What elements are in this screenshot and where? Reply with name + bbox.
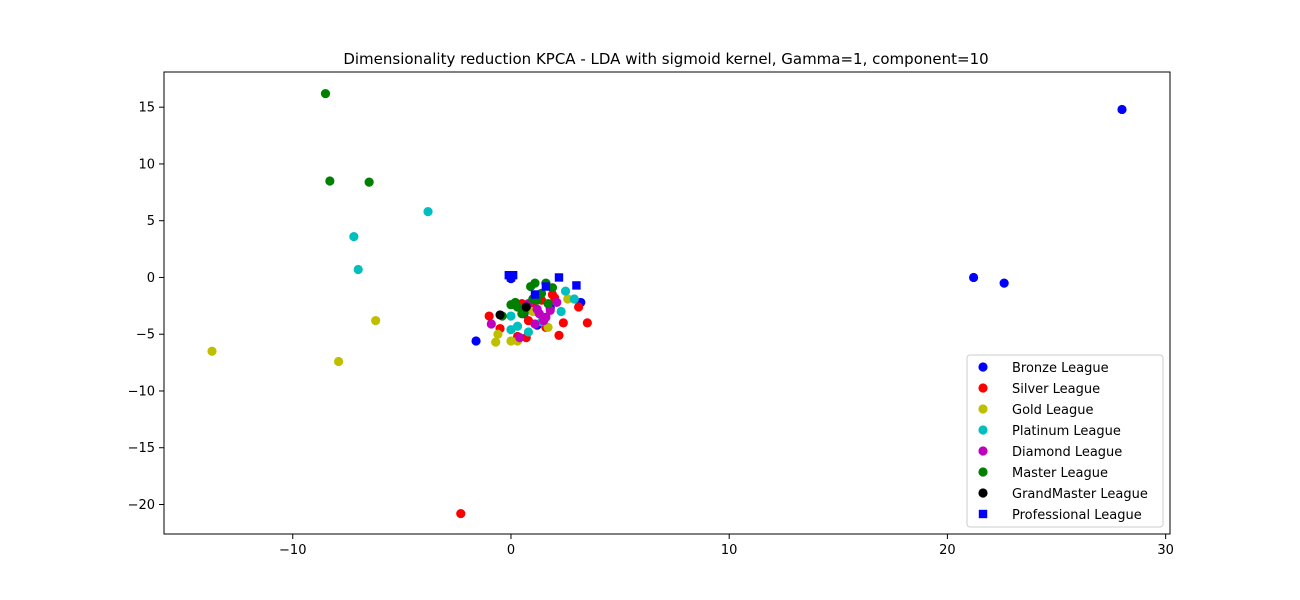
gold-league-point-3: [491, 337, 501, 347]
legend-marker-gold-league: [978, 404, 988, 414]
master-league-point-13: [517, 309, 527, 319]
legend-marker-platinum-league: [978, 425, 988, 435]
platinum-league-point-7: [556, 306, 566, 317]
silver-league-point-12: [582, 318, 592, 328]
x-tick-label-4: 30: [1157, 543, 1174, 558]
gold-league-point-2: [371, 315, 381, 326]
platinum-league-point-8: [560, 286, 571, 296]
platinum-league-point-0: [423, 207, 433, 217]
axis-ticks: −10 0 10 20 30 15 10 5 0 −5 −10 −15 −20: [128, 101, 1174, 558]
legend-label-professional-league: Professional League: [1012, 508, 1142, 523]
legend-box: [966, 354, 1164, 528]
bronze-league-point-3: [471, 336, 481, 346]
platinum-league-point-10: [506, 311, 516, 321]
y-tick-label-6: −15: [128, 441, 155, 456]
x-tick-label-3: 20: [939, 543, 956, 558]
legend-label-platinum-league: Platinum League: [1012, 424, 1121, 439]
y-tick-label-3: 0: [147, 271, 155, 286]
legend-marker-silver-league: [978, 383, 988, 393]
gold-league-point-0: [207, 346, 217, 356]
diamond-league-point-2: [530, 319, 540, 329]
legend-label-bronze-league: Bronze League: [1012, 361, 1109, 376]
master-league-point-10: [536, 288, 547, 298]
y-tick-label-5: −10: [128, 384, 155, 399]
master-league-point-1: [325, 176, 335, 186]
x-tick-label-1: 0: [507, 543, 515, 558]
plot-area-frame: [163, 71, 1171, 535]
y-tick-label-2: 5: [147, 214, 155, 229]
master-league-point-16: [510, 297, 520, 308]
professional-league-point-3: [530, 290, 540, 299]
gold-league-point-5: [506, 336, 516, 346]
bronze-league-point-1: [969, 272, 979, 283]
diamond-league-point-7: [532, 304, 542, 314]
master-league-point-2: [364, 177, 374, 187]
bronze-league-point-0: [1117, 104, 1127, 115]
platinum-league-point-4: [512, 321, 523, 331]
professional-league-point-4: [541, 282, 551, 291]
silver-league-point-9: [554, 330, 564, 340]
grandmaster-league-point-0: [495, 310, 505, 320]
bronze-league-point-2: [999, 278, 1009, 288]
diamond-league-point-8: [539, 315, 549, 326]
silver-league-point-0: [456, 508, 466, 519]
diamond-league-point-9: [552, 297, 562, 308]
gold-league-point-4: [493, 329, 503, 339]
legend-label-silver-league: Silver League: [1012, 382, 1100, 397]
legend-marker-bronze-league: [978, 362, 988, 372]
y-tick-label-4: −5: [136, 328, 155, 343]
legend: Bronze League Silver League Gold League Pla…: [966, 354, 1164, 528]
platinum-league-point-1: [349, 231, 359, 242]
silver-league-point-11: [574, 302, 584, 312]
legend-label-master-league: Master League: [1012, 466, 1108, 481]
silver-league-point-10: [558, 318, 568, 328]
y-tick-label-7: −20: [128, 498, 155, 513]
legend-marker-grandmaster-league: [978, 488, 988, 498]
data-points: [207, 88, 1127, 519]
legend-label-grandmaster-league: GrandMaster League: [1012, 487, 1148, 502]
professional-league-point-5: [554, 273, 564, 282]
professional-league-point-6: [572, 281, 581, 290]
grandmaster-league-point-1: [521, 302, 531, 312]
legend-marker-master-league: [978, 467, 988, 477]
platinum-league-point-5: [523, 327, 534, 337]
master-league-point-15: [547, 283, 558, 293]
gold-league-point-7: [543, 322, 553, 333]
x-tick-label-0: −10: [279, 543, 306, 558]
gold-league-point-8: [563, 294, 573, 304]
legend-label-gold-league: Gold League: [1012, 403, 1094, 418]
legend-label-diamond-league: Diamond League: [1012, 445, 1122, 460]
y-tick-label-1: 10: [138, 157, 155, 172]
silver-league-point-1: [484, 311, 494, 321]
platinum-league-point-9: [569, 294, 579, 304]
legend-marker-diamond-league: [978, 446, 988, 456]
professional-league-point-2: [506, 273, 516, 282]
master-league-point-12: [543, 298, 553, 309]
chart-title: Dimensionality reduction KPCA - LDA with…: [343, 50, 988, 68]
legend-marker-professional-league: [978, 509, 988, 519]
gold-league-point-1: [333, 356, 344, 367]
master-league-point-8: [530, 278, 540, 288]
master-league-point-0: [320, 88, 331, 99]
diamond-league-point-0: [486, 319, 496, 329]
x-tick-label-2: 10: [721, 543, 738, 558]
diamond-league-point-1: [515, 333, 525, 343]
y-tick-label-0: 15: [138, 101, 155, 116]
platinum-league-point-2: [353, 264, 363, 275]
silver-league-point-15: [547, 289, 558, 300]
